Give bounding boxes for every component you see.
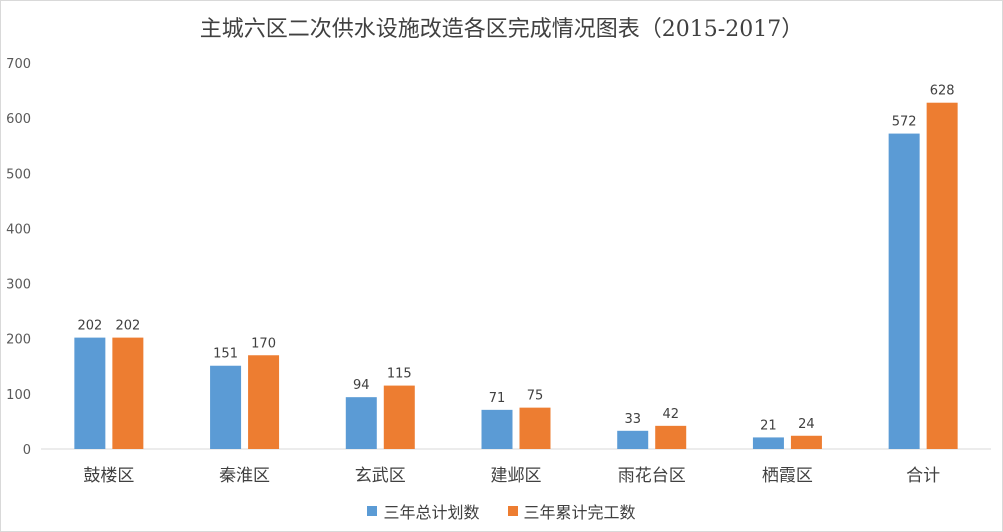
y-tick-label: 500 [6, 167, 31, 182]
bar [383, 385, 415, 449]
y-tick-label: 600 [6, 112, 31, 127]
data-label: 42 [662, 407, 679, 422]
x-tick-label: 合计 [906, 466, 940, 486]
y-tick-label: 100 [6, 388, 31, 403]
bar [617, 430, 649, 449]
data-label: 115 [387, 367, 412, 382]
y-tick-label: 700 [6, 57, 31, 72]
data-label: 33 [624, 412, 641, 427]
bar [888, 133, 920, 449]
data-label: 24 [798, 417, 815, 432]
bar [481, 409, 513, 449]
legend-label-completed: 三年累计完工数 [523, 503, 636, 522]
x-tick-label: 玄武区 [355, 466, 406, 486]
legend-item-plan: 三年总计划数 [367, 499, 480, 523]
x-tick-label: 鼓楼区 [83, 466, 134, 486]
bar [74, 337, 106, 449]
legend-swatch-completed [507, 506, 518, 516]
data-label: 170 [251, 336, 276, 351]
bar [926, 102, 958, 450]
legend-item-completed: 三年累计完工数 [507, 499, 636, 523]
data-label: 75 [527, 389, 544, 404]
x-tick-label: 建邺区 [491, 466, 542, 486]
bar [112, 337, 144, 449]
x-tick-label: 秦淮区 [219, 466, 270, 486]
bar-chart: 0 100 200 300 400 500 600 700 202 202 鼓楼区 151 170 秦淮区… [6, 57, 991, 486]
x-tick-label: 雨花台区 [618, 466, 686, 486]
legend-swatch-plan [367, 506, 378, 516]
bar [248, 355, 280, 449]
y-tick-label: 200 [6, 333, 31, 348]
data-label: 202 [77, 319, 102, 334]
bar [752, 437, 784, 449]
bar [519, 407, 551, 449]
bar [345, 397, 377, 449]
data-label: 202 [115, 319, 140, 334]
legend: 三年总计划数 三年累计完工数 [1, 499, 1002, 523]
bar [790, 435, 822, 449]
bar [655, 425, 687, 449]
data-label: 94 [353, 378, 370, 393]
bar [210, 365, 242, 449]
y-tick-label: 0 [23, 443, 31, 458]
data-label: 572 [892, 115, 917, 130]
data-label: 21 [760, 418, 777, 433]
chart-title: 主城六区二次供水设施改造各区完成情况图表（2015-2017） [199, 17, 804, 42]
data-label: 151 [213, 347, 238, 362]
data-label: 71 [489, 391, 506, 406]
legend-label-plan: 三年总计划数 [383, 503, 480, 522]
data-label: 628 [930, 84, 955, 99]
y-tick-label: 300 [6, 278, 31, 293]
x-tick-label: 栖霞区 [762, 466, 813, 486]
y-tick-label: 400 [6, 222, 31, 237]
